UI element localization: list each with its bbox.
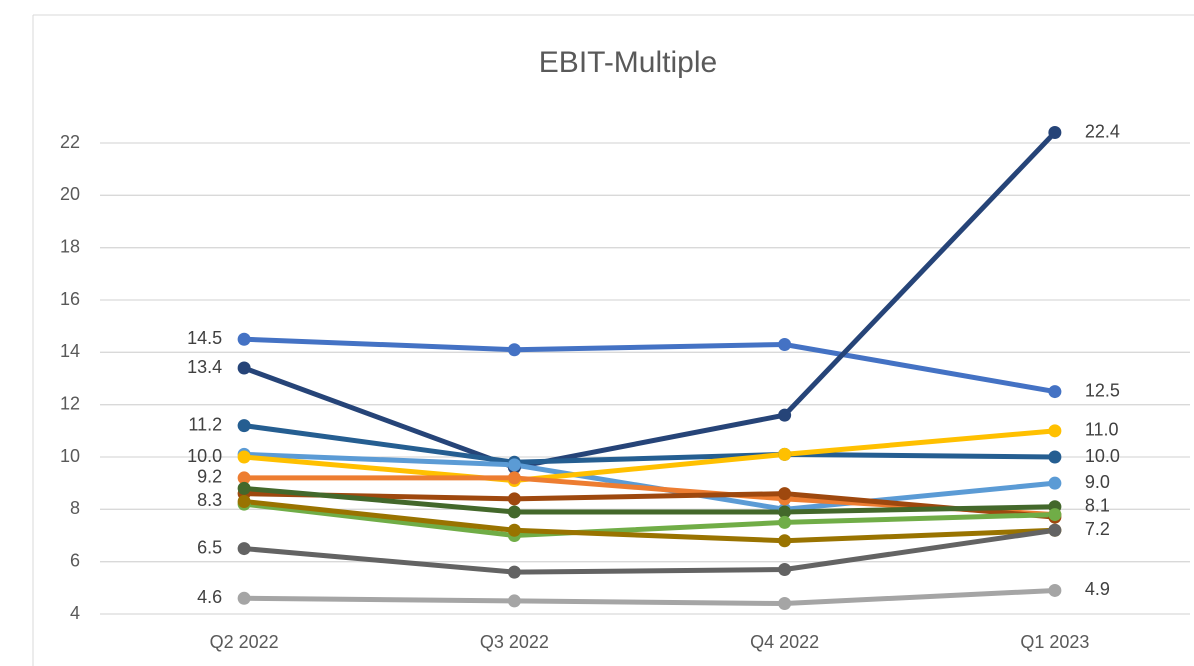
point: [778, 597, 792, 611]
series-line: [243, 501, 1055, 538]
y-tick-label: 8: [70, 498, 80, 518]
y-tick-label: 22: [60, 132, 80, 152]
point: [507, 492, 521, 506]
point: [237, 332, 251, 346]
data-label: 11.2: [188, 414, 222, 434]
y-tick-label: 4: [70, 603, 80, 623]
series-line: [244, 587, 1056, 607]
point: [237, 494, 251, 508]
point: [778, 337, 792, 351]
point: [1048, 523, 1062, 537]
point: [778, 534, 792, 548]
x-tick-label: Q1 2023: [1020, 632, 1089, 652]
data-label: 10.0: [187, 446, 222, 466]
point: [1048, 583, 1062, 597]
data-label: 12.5: [1085, 380, 1120, 400]
point: [778, 408, 792, 422]
data-label: 9.2: [197, 467, 222, 487]
chart-title: EBIT-Multiple: [539, 46, 717, 79]
point: [507, 505, 521, 519]
series-line: [243, 498, 1055, 544]
point: [778, 447, 792, 461]
series-line: [243, 423, 1055, 465]
point: [237, 542, 251, 556]
point: [1048, 385, 1062, 399]
point: [1048, 126, 1062, 140]
y-tick-label: 6: [70, 550, 80, 570]
point: [507, 458, 521, 472]
point: [237, 361, 251, 375]
series-line: [243, 527, 1056, 575]
point: [507, 343, 521, 357]
point: [507, 471, 521, 485]
y-tick-label: 14: [60, 341, 80, 361]
y-tick-label: 10: [60, 446, 80, 466]
point: [507, 565, 521, 579]
point: [1048, 508, 1062, 522]
x-tick-label: Q4 2022: [750, 632, 819, 652]
x-tick-label: Q2 2022: [210, 632, 279, 652]
point: [1048, 476, 1062, 490]
data-label: 8.3: [197, 490, 222, 510]
data-label: 13.4: [187, 357, 222, 377]
point: [507, 523, 521, 537]
point: [237, 591, 251, 605]
data-label: 7.2: [1085, 519, 1110, 539]
data-label: 9.0: [1085, 472, 1110, 492]
y-tick-label: 20: [60, 184, 80, 204]
y-tick-label: 18: [60, 236, 80, 256]
series-line: [244, 491, 1056, 520]
y-tick-label: 12: [60, 393, 80, 413]
data-label: 22.4: [1085, 121, 1120, 141]
series-line: [243, 428, 1056, 484]
series-line: [244, 336, 1056, 395]
data-label: 11.0: [1085, 420, 1119, 440]
point: [237, 450, 251, 464]
data-label: 14.5: [187, 328, 222, 348]
series-line: [243, 485, 1055, 515]
point: [778, 563, 792, 577]
point: [778, 487, 792, 501]
y-tick-label: 16: [60, 289, 80, 309]
point: [237, 419, 251, 433]
point: [778, 515, 792, 529]
x-tick-label: Q3 2022: [480, 632, 549, 652]
point: [237, 471, 251, 485]
data-label: 4.9: [1085, 579, 1110, 599]
point: [507, 594, 521, 608]
data-label: 6.5: [197, 537, 222, 557]
data-label: 8.1: [1085, 495, 1110, 515]
point: [778, 505, 792, 519]
point: [237, 481, 251, 495]
point: [1048, 450, 1062, 464]
data-label: 4.6: [197, 587, 222, 607]
data-label: 10.0: [1085, 446, 1120, 466]
series-line: [243, 130, 1057, 470]
point: [1048, 424, 1062, 438]
